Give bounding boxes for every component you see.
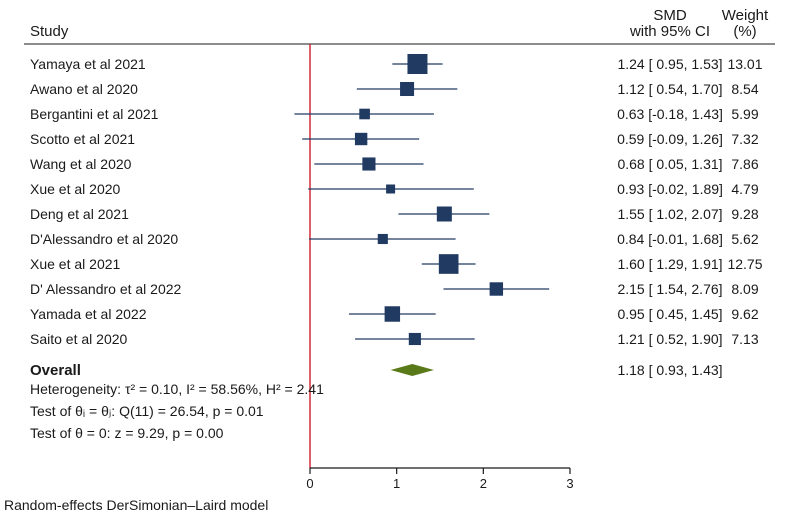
study-label: Awano et al 2020 xyxy=(30,81,138,97)
smd-cell: 1.24 [ 0.95, 1.53] xyxy=(617,56,722,72)
point-estimate-marker xyxy=(409,333,421,345)
point-estimate-marker xyxy=(378,234,388,244)
point-estimate-marker xyxy=(407,54,427,74)
point-estimate-marker xyxy=(386,185,395,194)
point-estimate-marker xyxy=(439,254,459,274)
study-label: D'Alessandro et al 2020 xyxy=(30,231,178,247)
smd-cell: 0.63 [-0.18, 1.43] xyxy=(617,106,723,122)
weight-cell: 7.32 xyxy=(731,131,758,147)
x-tick-label: 0 xyxy=(306,476,313,491)
smd-cell: 0.84 [-0.01, 1.68] xyxy=(617,231,723,247)
point-estimate-marker xyxy=(355,133,367,145)
x-tick-label: 2 xyxy=(480,476,487,491)
weight-cell: 8.09 xyxy=(731,281,758,297)
point-estimate-marker xyxy=(437,206,452,221)
smd-cell: 1.55 [ 1.02, 2.07] xyxy=(617,206,722,222)
header-smd-2: with 95% CI xyxy=(629,23,710,40)
study-label: Yamada et al 2022 xyxy=(30,306,147,322)
header-smd-1: SMD xyxy=(653,7,687,24)
weight-cell: 5.99 xyxy=(731,106,758,122)
point-estimate-marker xyxy=(400,82,414,96)
header-weight-2: (%) xyxy=(733,23,756,40)
forest-plot: Study SMDwith 95% CI Weight(%) Yamaya et al… xyxy=(0,0,788,524)
smd-cell: 0.59 [-0.09, 1.26] xyxy=(617,131,723,147)
study-label: Scotto et al 2021 xyxy=(30,131,135,147)
weight-cell: 9.62 xyxy=(731,306,758,322)
weight-cell: 9.28 xyxy=(731,206,758,222)
point-estimate-marker xyxy=(359,109,370,120)
study-label: Xue et al 2020 xyxy=(30,181,121,197)
footer-line: Test of θᵢ = θⱼ: Q(11) = 26.54, p = 0.01 xyxy=(30,403,264,419)
header-study: Study xyxy=(30,23,69,40)
study-label: D' Alessandro et al 2022 xyxy=(30,281,182,297)
smd-cell: 1.60 [ 1.29, 1.91] xyxy=(617,256,722,272)
study-label: Saito et al 2020 xyxy=(30,331,128,347)
weight-cell: 13.01 xyxy=(727,56,762,72)
study-label: Yamaya et al 2021 xyxy=(30,56,146,72)
weight-cell: 7.13 xyxy=(731,331,758,347)
weight-cell: 8.54 xyxy=(731,81,758,97)
smd-cell: 0.93 [-0.02, 1.89] xyxy=(617,181,723,197)
smd-cell: 1.21 [ 0.52, 1.90] xyxy=(617,331,722,347)
smd-cell: 0.95 [ 0.45, 1.45] xyxy=(617,306,722,322)
study-label: Xue et al 2021 xyxy=(30,256,121,272)
smd-cell: 2.15 [ 1.54, 2.76] xyxy=(617,281,722,297)
study-label: Deng et al 2021 xyxy=(30,206,129,222)
footer-line: Test of θ = 0: z = 9.29, p = 0.00 xyxy=(30,425,224,441)
weight-cell: 4.79 xyxy=(731,181,758,197)
model-text: Random-effects DerSimonian–Laird model xyxy=(4,497,268,513)
footer-line: Heterogeneity: τ² = 0.10, I² = 58.56%, H… xyxy=(30,381,324,397)
x-tick-label: 3 xyxy=(566,476,573,491)
weight-cell: 7.86 xyxy=(731,156,758,172)
smd-cell: 1.12 [ 0.54, 1.70] xyxy=(617,81,722,97)
overall-label: Overall xyxy=(30,362,81,379)
overall-smd: 1.18 [ 0.93, 1.43] xyxy=(617,362,722,378)
x-tick-label: 1 xyxy=(393,476,400,491)
overall-diamond xyxy=(391,364,434,376)
point-estimate-marker xyxy=(385,306,400,321)
point-estimate-marker xyxy=(490,282,503,295)
point-estimate-marker xyxy=(362,157,375,170)
weight-cell: 12.75 xyxy=(727,256,762,272)
smd-cell: 0.68 [ 0.05, 1.31] xyxy=(617,156,722,172)
header-weight-1: Weight xyxy=(722,7,769,24)
weight-cell: 5.62 xyxy=(731,231,758,247)
study-label: Bergantini et al 2021 xyxy=(30,106,159,122)
study-label: Wang et al 2020 xyxy=(30,156,132,172)
